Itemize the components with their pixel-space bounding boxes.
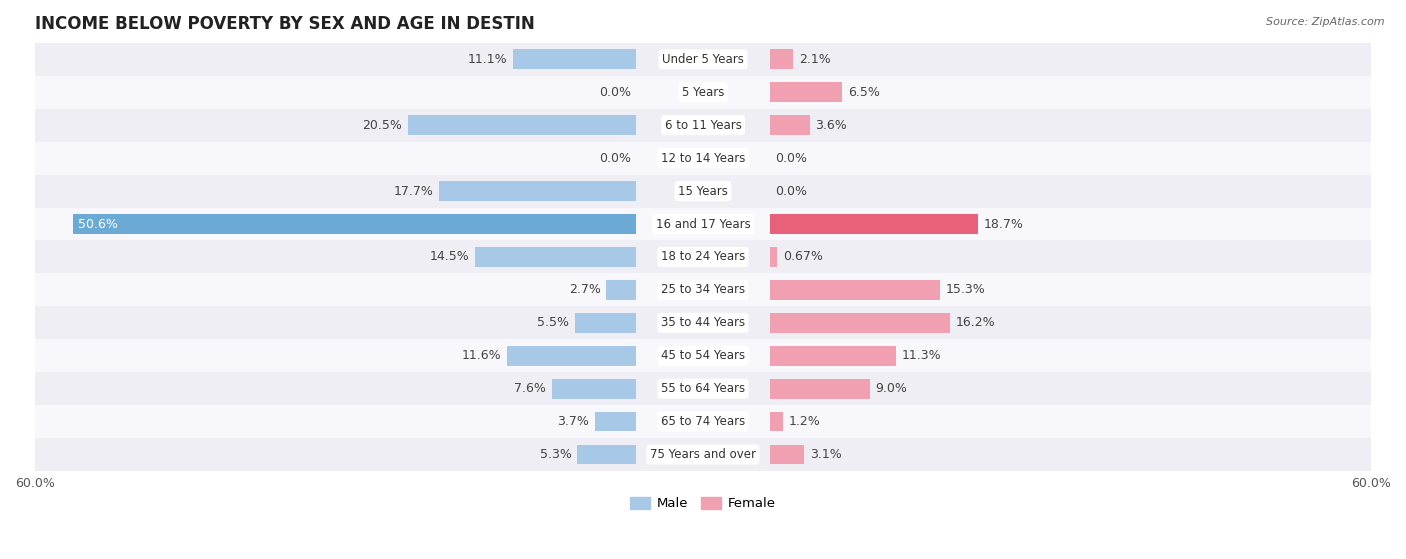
- Bar: [770, 115, 810, 135]
- Text: 6.5%: 6.5%: [848, 86, 880, 99]
- Bar: [35, 339, 1371, 372]
- Text: 15.3%: 15.3%: [946, 283, 986, 296]
- Bar: [35, 306, 1371, 339]
- Bar: [35, 240, 1371, 273]
- Text: 14.5%: 14.5%: [429, 250, 470, 263]
- Bar: [770, 379, 870, 399]
- Bar: [770, 247, 778, 267]
- Text: 25 to 34 Years: 25 to 34 Years: [661, 283, 745, 296]
- Text: 20.5%: 20.5%: [363, 119, 402, 132]
- Text: 5.5%: 5.5%: [537, 316, 569, 329]
- Text: 11.3%: 11.3%: [901, 349, 941, 362]
- Bar: [35, 109, 1371, 141]
- Bar: [770, 280, 941, 300]
- Text: 17.7%: 17.7%: [394, 184, 433, 197]
- Text: 18.7%: 18.7%: [984, 217, 1024, 230]
- Text: 11.1%: 11.1%: [467, 53, 508, 66]
- Bar: [770, 50, 793, 69]
- Bar: [606, 280, 636, 300]
- Text: 1.2%: 1.2%: [789, 415, 821, 428]
- Text: 3.1%: 3.1%: [810, 448, 842, 461]
- Text: 6 to 11 Years: 6 to 11 Years: [665, 119, 741, 132]
- Bar: [35, 141, 1371, 174]
- Text: 16 and 17 Years: 16 and 17 Years: [655, 217, 751, 230]
- Bar: [551, 379, 636, 399]
- Text: 5 Years: 5 Years: [682, 86, 724, 99]
- Bar: [475, 247, 636, 267]
- Bar: [513, 50, 636, 69]
- Text: 9.0%: 9.0%: [876, 382, 907, 395]
- Bar: [770, 82, 842, 102]
- Bar: [508, 346, 636, 366]
- Text: 65 to 74 Years: 65 to 74 Years: [661, 415, 745, 428]
- Text: INCOME BELOW POVERTY BY SEX AND AGE IN DESTIN: INCOME BELOW POVERTY BY SEX AND AGE IN D…: [35, 15, 534, 33]
- Text: 0.0%: 0.0%: [775, 184, 807, 197]
- Text: 35 to 44 Years: 35 to 44 Years: [661, 316, 745, 329]
- Text: 0.67%: 0.67%: [783, 250, 823, 263]
- Text: 16.2%: 16.2%: [956, 316, 995, 329]
- Text: 2.7%: 2.7%: [568, 283, 600, 296]
- Text: 11.6%: 11.6%: [461, 349, 502, 362]
- Text: 75 Years and over: 75 Years and over: [650, 448, 756, 461]
- Text: Source: ZipAtlas.com: Source: ZipAtlas.com: [1267, 17, 1385, 27]
- Bar: [35, 174, 1371, 207]
- Text: Under 5 Years: Under 5 Years: [662, 53, 744, 66]
- Bar: [35, 372, 1371, 405]
- Bar: [35, 405, 1371, 438]
- Bar: [35, 273, 1371, 306]
- Text: 0.0%: 0.0%: [599, 151, 631, 165]
- Text: 50.6%: 50.6%: [79, 217, 118, 230]
- Text: 2.1%: 2.1%: [799, 53, 831, 66]
- Bar: [408, 115, 636, 135]
- Text: 12 to 14 Years: 12 to 14 Years: [661, 151, 745, 165]
- Legend: Male, Female: Male, Female: [626, 492, 780, 516]
- Bar: [578, 444, 636, 465]
- Text: 0.0%: 0.0%: [775, 151, 807, 165]
- Bar: [770, 313, 950, 333]
- Text: 7.6%: 7.6%: [515, 382, 546, 395]
- Bar: [35, 43, 1371, 76]
- Bar: [35, 76, 1371, 109]
- Text: 55 to 64 Years: 55 to 64 Years: [661, 382, 745, 395]
- Bar: [73, 214, 636, 234]
- Bar: [770, 346, 896, 366]
- Text: 0.0%: 0.0%: [599, 86, 631, 99]
- Text: 5.3%: 5.3%: [540, 448, 572, 461]
- Bar: [595, 412, 636, 432]
- Text: 3.6%: 3.6%: [815, 119, 848, 132]
- Text: 18 to 24 Years: 18 to 24 Years: [661, 250, 745, 263]
- Bar: [35, 207, 1371, 240]
- Bar: [770, 444, 804, 465]
- Bar: [35, 438, 1371, 471]
- Bar: [770, 214, 979, 234]
- Text: 45 to 54 Years: 45 to 54 Years: [661, 349, 745, 362]
- Text: 3.7%: 3.7%: [558, 415, 589, 428]
- Bar: [770, 412, 783, 432]
- Bar: [575, 313, 636, 333]
- Text: 15 Years: 15 Years: [678, 184, 728, 197]
- Bar: [439, 181, 636, 201]
